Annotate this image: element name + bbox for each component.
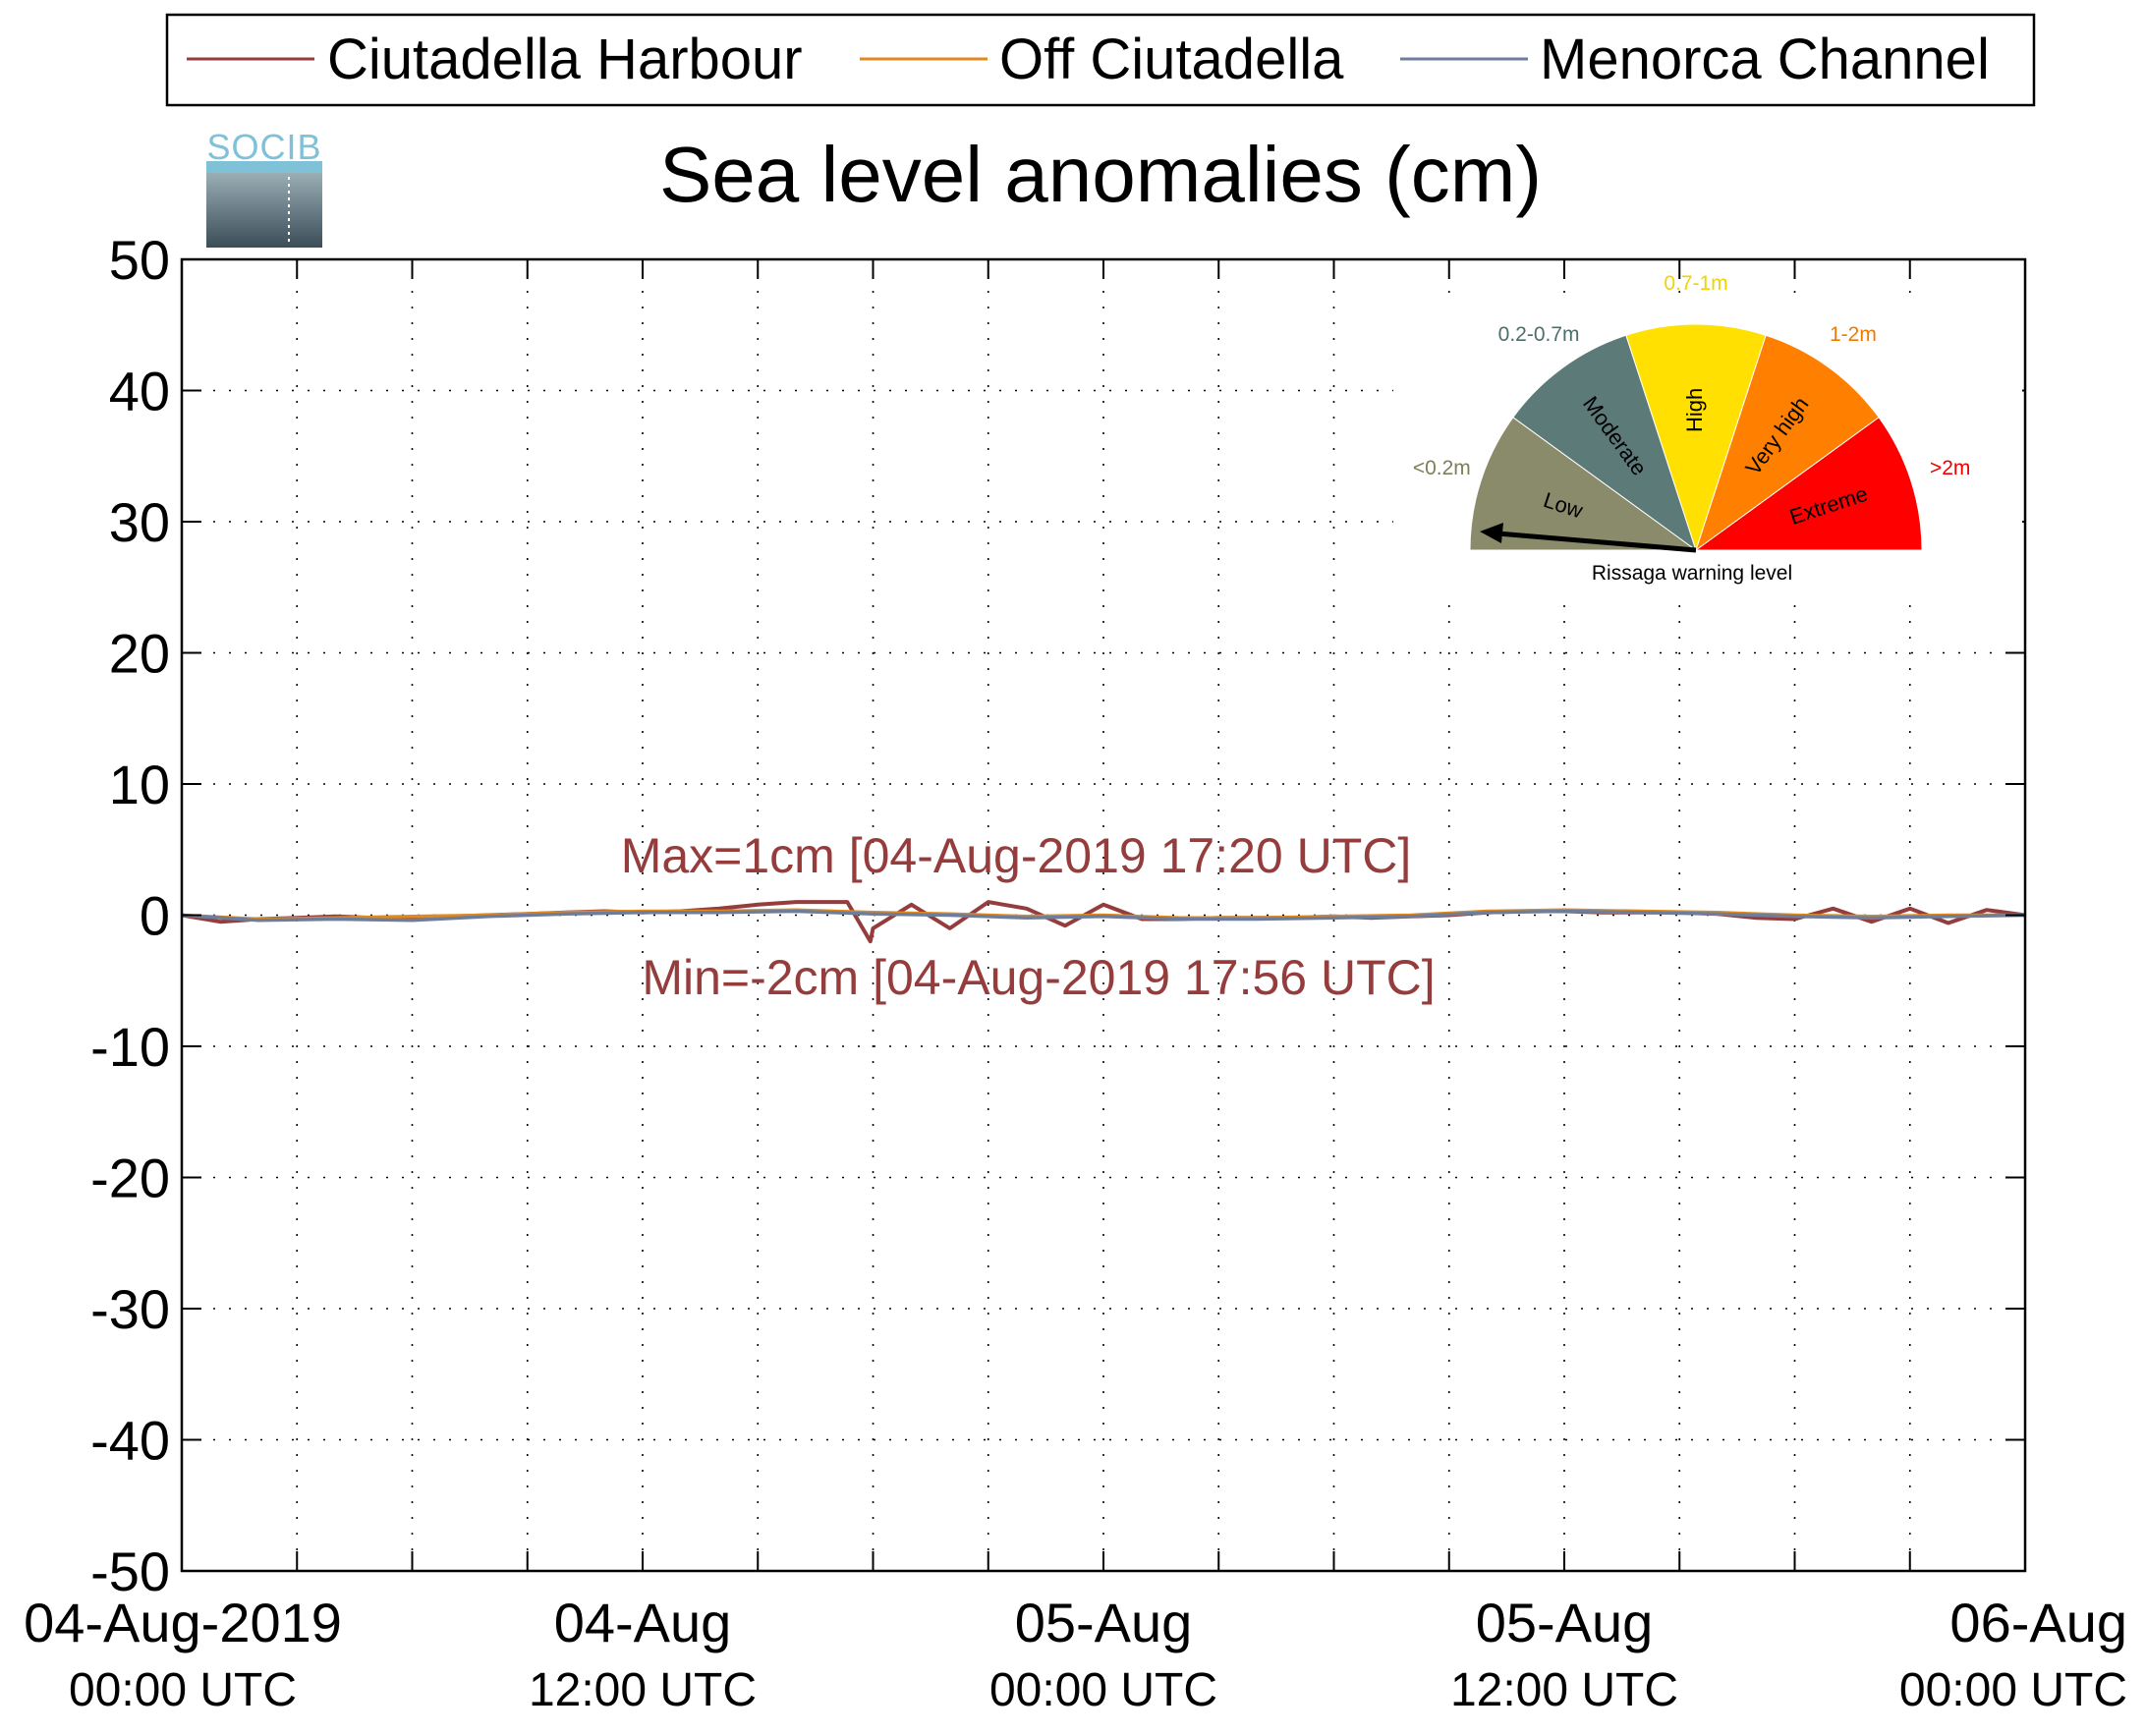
gauge-sector-moderate bbox=[1512, 334, 1697, 552]
gauge-needle bbox=[1496, 531, 1697, 553]
y-tick-label: 0 bbox=[140, 885, 170, 947]
x-tick-label-time: 12:00 UTC bbox=[1450, 1664, 1678, 1716]
y-tick-label: 20 bbox=[109, 623, 170, 685]
y-tick-labels: 50 40 30 20 10 0 -10 -20 -30 -40 -50 bbox=[90, 229, 170, 1602]
chart-title: Sea level anomalies (cm) bbox=[659, 131, 1542, 218]
socib-logo: SOCIB bbox=[206, 127, 322, 248]
gauge-sector-extreme bbox=[1694, 417, 1923, 551]
x-tick-label-time: 00:00 UTC bbox=[989, 1664, 1217, 1716]
legend-label-menorca-channel: Menorca Channel bbox=[1540, 28, 1990, 91]
x-tick-label-time: 00:00 UTC bbox=[1899, 1664, 2127, 1716]
legend-frame bbox=[165, 13, 2036, 107]
y-tick-label: -40 bbox=[90, 1410, 170, 1472]
x-tick-label-date: 04-Aug bbox=[554, 1592, 732, 1653]
y-tick-label: 10 bbox=[109, 754, 170, 815]
legend-label-off-ciutadella: Off Ciutadella bbox=[999, 28, 1344, 91]
y-tick-label: -30 bbox=[90, 1278, 170, 1340]
x-tick-label-time: 12:00 UTC bbox=[529, 1664, 757, 1716]
x-tick-label-date: 05-Aug bbox=[1015, 1592, 1193, 1653]
min-annotation: Min=-2cm [04-Aug-2019 17:56 UTC] bbox=[642, 950, 1435, 1005]
y-tick-label: 40 bbox=[109, 361, 170, 422]
gauge-sector-label: High bbox=[1682, 388, 1707, 432]
x-tick-labels: 04-Aug-2019 00:00 UTC 04-Aug 12:00 UTC 05-Au… bbox=[24, 1592, 2127, 1716]
series-layer bbox=[181, 900, 2026, 944]
x-tick-label-time: 00:00 UTC bbox=[69, 1664, 297, 1716]
gauge-range-label: <0.2m bbox=[1413, 457, 1471, 479]
gauge-range-label: >2m bbox=[1930, 457, 1970, 479]
series-menorca-channel bbox=[181, 909, 2026, 923]
y-tick-label: 30 bbox=[109, 491, 170, 553]
x-tick-label-date: 05-Aug bbox=[1476, 1592, 1654, 1653]
y-tick-label: -10 bbox=[90, 1016, 170, 1078]
y-tick-label: 50 bbox=[109, 229, 170, 291]
x-tick-label-date: 06-Aug bbox=[1949, 1592, 2127, 1653]
legend: Ciutadella Harbour Off Ciutadella Menorc… bbox=[165, 13, 2036, 107]
y-tick-label: -50 bbox=[90, 1540, 170, 1602]
max-annotation: Max=1cm [04-Aug-2019 17:20 UTC] bbox=[621, 828, 1412, 883]
gauge-range-label: 0.2-0.7m bbox=[1498, 323, 1580, 346]
y-tick-label: -20 bbox=[90, 1148, 170, 1209]
gauge-needle-head bbox=[1480, 523, 1503, 543]
socib-logo-text: SOCIB bbox=[206, 127, 321, 167]
gauge-sectors bbox=[1469, 323, 1923, 552]
legend-label-ciutadella-harbour: Ciutadella Harbour bbox=[327, 28, 803, 91]
x-tick-label-date: 04-Aug-2019 bbox=[24, 1592, 342, 1653]
gauge-sector-low bbox=[1469, 417, 1698, 551]
gauge-caption: Rissaga warning level bbox=[1592, 562, 1792, 585]
gauge-sector-high bbox=[1625, 323, 1767, 552]
gauge-range-label: 0.7-1m bbox=[1664, 272, 1727, 295]
gauge-range-label: 1-2m bbox=[1830, 323, 1877, 346]
gauge-sector-very-high bbox=[1695, 334, 1880, 552]
